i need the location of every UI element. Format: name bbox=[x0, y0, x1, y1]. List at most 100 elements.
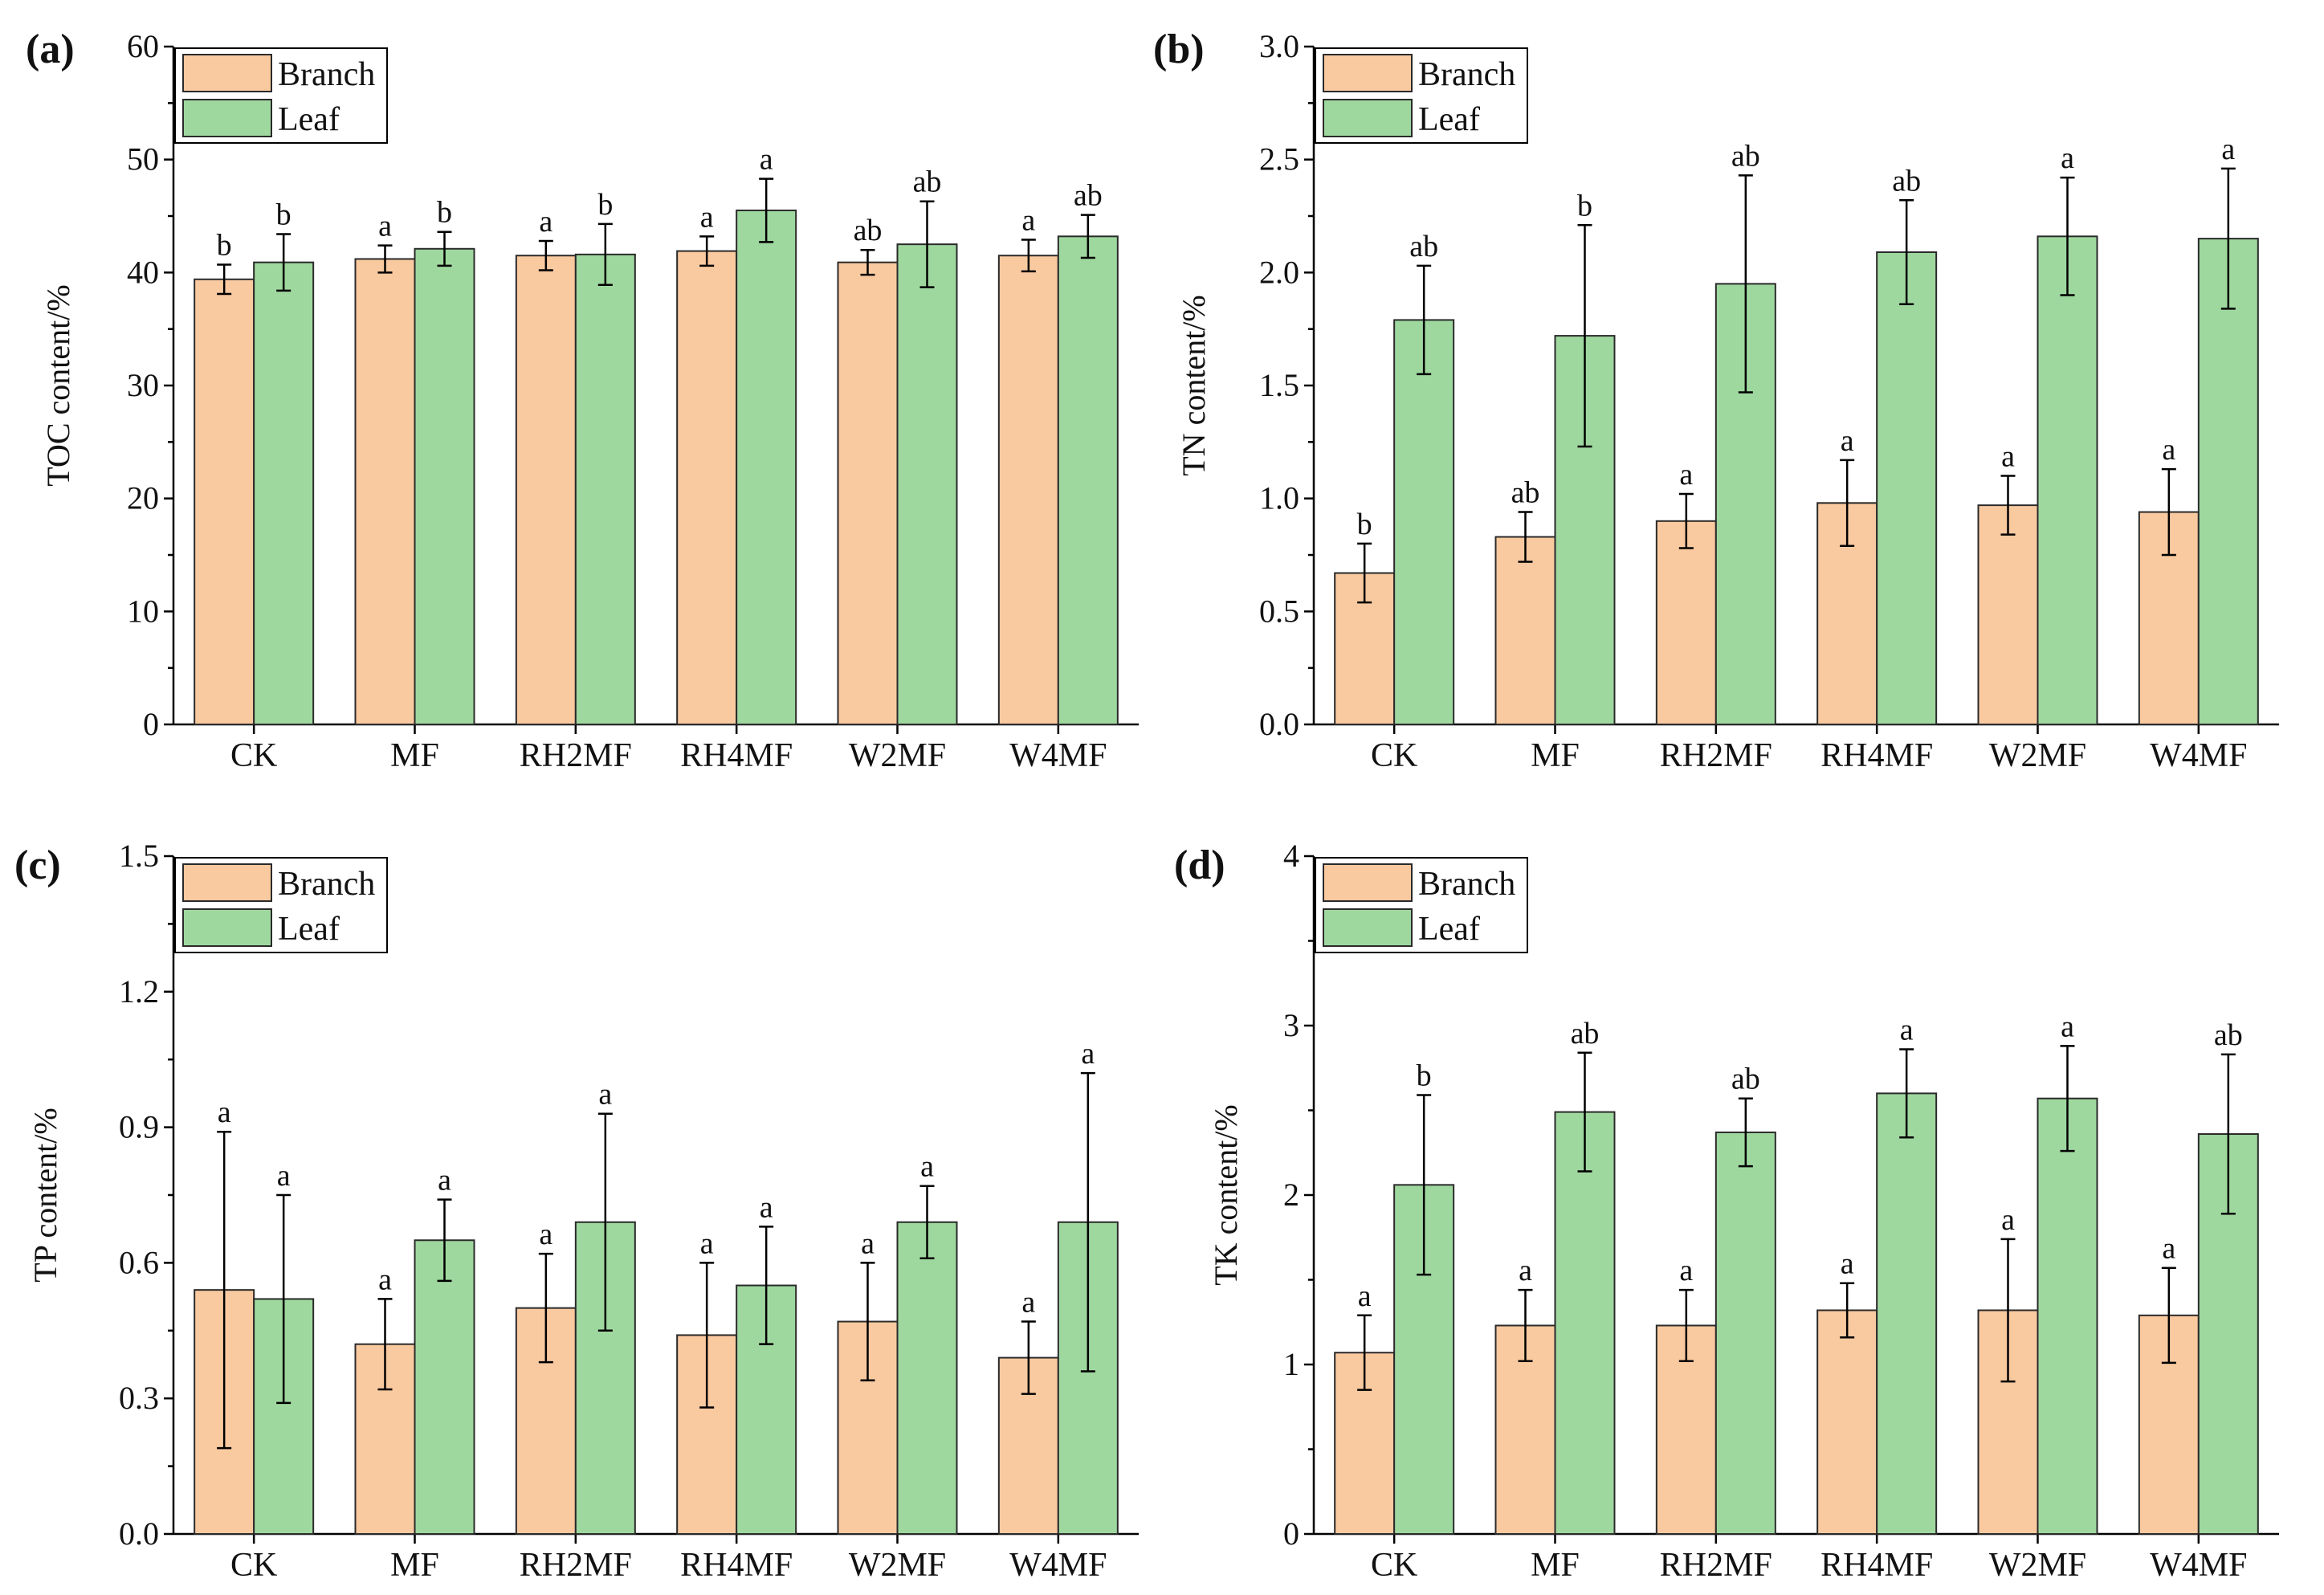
significance-label: ab bbox=[1571, 1017, 1600, 1050]
branch-bar bbox=[515, 255, 577, 725]
y-axis-title: TN content/% bbox=[1176, 295, 1212, 476]
significance-label: a bbox=[1841, 424, 1854, 458]
y-tick-label: 10 bbox=[127, 593, 159, 629]
significance-label: a bbox=[1900, 1014, 1914, 1047]
legend-frame bbox=[1315, 47, 1528, 144]
x-tick-label: W4MF bbox=[1009, 1547, 1107, 1584]
legend-label: Leaf bbox=[278, 101, 340, 138]
significance-label: b bbox=[1417, 1059, 1432, 1093]
significance-label: a bbox=[539, 205, 552, 239]
significance-label: ab bbox=[1892, 164, 1921, 198]
legend-label: Branch bbox=[1418, 56, 1515, 93]
significance-label: a bbox=[700, 200, 714, 234]
significance-label: a bbox=[1021, 1286, 1035, 1320]
significance-label: a bbox=[277, 1159, 291, 1193]
y-tick-label: 1.0 bbox=[1259, 480, 1299, 516]
significance-label: ab bbox=[2214, 1018, 2243, 1052]
significance-label: a bbox=[2001, 1203, 2015, 1237]
leaf-bar bbox=[736, 209, 797, 725]
leaf-bar bbox=[2197, 238, 2259, 725]
legend-frame bbox=[174, 47, 388, 144]
leaf-bar bbox=[1057, 235, 1119, 725]
branch-legend-swatch bbox=[182, 54, 272, 92]
significance-label: a bbox=[700, 1226, 714, 1260]
leaf-bar bbox=[896, 1221, 958, 1535]
legend: Branch Leaf bbox=[1315, 857, 1528, 953]
y-tick-label: 40 bbox=[127, 254, 159, 290]
significance-label: ab bbox=[913, 165, 942, 199]
x-tick-label: W2MF bbox=[849, 1547, 946, 1584]
significance-label: a bbox=[1081, 1037, 1095, 1071]
leaf-bar bbox=[2037, 1097, 2098, 1535]
branch-bar bbox=[837, 261, 899, 725]
leaf-legend-swatch bbox=[182, 99, 272, 137]
significance-label: a bbox=[218, 1095, 231, 1129]
legend-label: Branch bbox=[1418, 866, 1515, 903]
y-tick-label: 1.5 bbox=[119, 838, 159, 874]
significance-label: b bbox=[597, 188, 613, 222]
branch-legend-swatch bbox=[1323, 863, 1413, 902]
x-tick-label: RH4MF bbox=[680, 1547, 793, 1584]
significance-label: a bbox=[1021, 204, 1035, 238]
significance-label: b bbox=[437, 196, 452, 230]
legend: Branch Leaf bbox=[1315, 47, 1528, 144]
leaf-legend-swatch bbox=[1323, 908, 1413, 947]
significance-label: a bbox=[2162, 433, 2175, 467]
significance-label: a bbox=[2162, 1232, 2175, 1266]
y-tick-label: 0 bbox=[1283, 1515, 1299, 1552]
y-tick-label: 4 bbox=[1283, 838, 1299, 874]
branch-bar bbox=[1655, 520, 1717, 725]
legend-label: Leaf bbox=[1418, 911, 1480, 948]
leaf-bar bbox=[1714, 1131, 1776, 1536]
significance-label: a bbox=[760, 1190, 773, 1224]
significance-label: a bbox=[539, 1218, 552, 1251]
significance-label: ab bbox=[854, 214, 883, 247]
y-tick-label: 0.3 bbox=[119, 1380, 159, 1416]
x-tick-label: RH2MF bbox=[1660, 737, 1772, 774]
legend-label: Branch bbox=[278, 866, 375, 903]
legend-label: Leaf bbox=[1418, 101, 1480, 138]
leaf-legend-swatch bbox=[182, 908, 272, 947]
branch-bar bbox=[354, 258, 416, 726]
significance-label: a bbox=[2061, 141, 2074, 175]
y-axis-title: TOC content/% bbox=[40, 284, 76, 486]
branch-bar bbox=[676, 250, 738, 725]
panel-label: (d) bbox=[1174, 842, 1225, 888]
y-tick-label: 30 bbox=[127, 367, 159, 403]
y-tick-label: 0.0 bbox=[1259, 706, 1299, 742]
y-tick-label: 50 bbox=[127, 141, 159, 177]
legend-frame bbox=[174, 857, 388, 953]
panel-label: (b) bbox=[1153, 27, 1205, 72]
branch-legend-swatch bbox=[182, 863, 272, 902]
x-tick-label: W4MF bbox=[2150, 737, 2247, 774]
y-axis-title: TP content/% bbox=[27, 1108, 63, 1282]
significance-label: a bbox=[378, 1263, 392, 1296]
significance-label: b bbox=[1357, 508, 1372, 541]
leaf-bar bbox=[2037, 235, 2098, 725]
panel-label: (c) bbox=[14, 842, 61, 888]
significance-label: ab bbox=[1511, 476, 1540, 510]
x-tick-label: MF bbox=[390, 737, 439, 774]
branch-bar bbox=[1816, 1309, 1878, 1535]
branch-bar bbox=[997, 255, 1059, 725]
significance-label: a bbox=[1679, 1254, 1693, 1287]
leaf-bar bbox=[896, 243, 958, 725]
leaf-bar bbox=[1876, 251, 1938, 726]
y-tick-label: 0.0 bbox=[119, 1515, 159, 1552]
chart-panel-c: 0.0 0.3 0.6 0.9 1.2 1.5 TP content/% (c) CK a a MF a… bbox=[14, 838, 1139, 1584]
significance-label: a bbox=[2221, 133, 2235, 166]
leaf-bar bbox=[414, 1239, 475, 1536]
y-tick-label: 0.6 bbox=[119, 1244, 159, 1280]
y-tick-label: 3 bbox=[1283, 1007, 1299, 1043]
significance-label: ab bbox=[1409, 230, 1438, 263]
leaf-bar bbox=[414, 247, 475, 725]
x-tick-label: RH4MF bbox=[1820, 737, 1933, 774]
x-tick-label: W4MF bbox=[1009, 737, 1107, 774]
y-tick-label: 60 bbox=[127, 28, 159, 64]
y-tick-label: 2.0 bbox=[1259, 254, 1299, 290]
y-axis-title: TK content/% bbox=[1208, 1104, 1244, 1286]
significance-label: ab bbox=[1731, 139, 1760, 173]
